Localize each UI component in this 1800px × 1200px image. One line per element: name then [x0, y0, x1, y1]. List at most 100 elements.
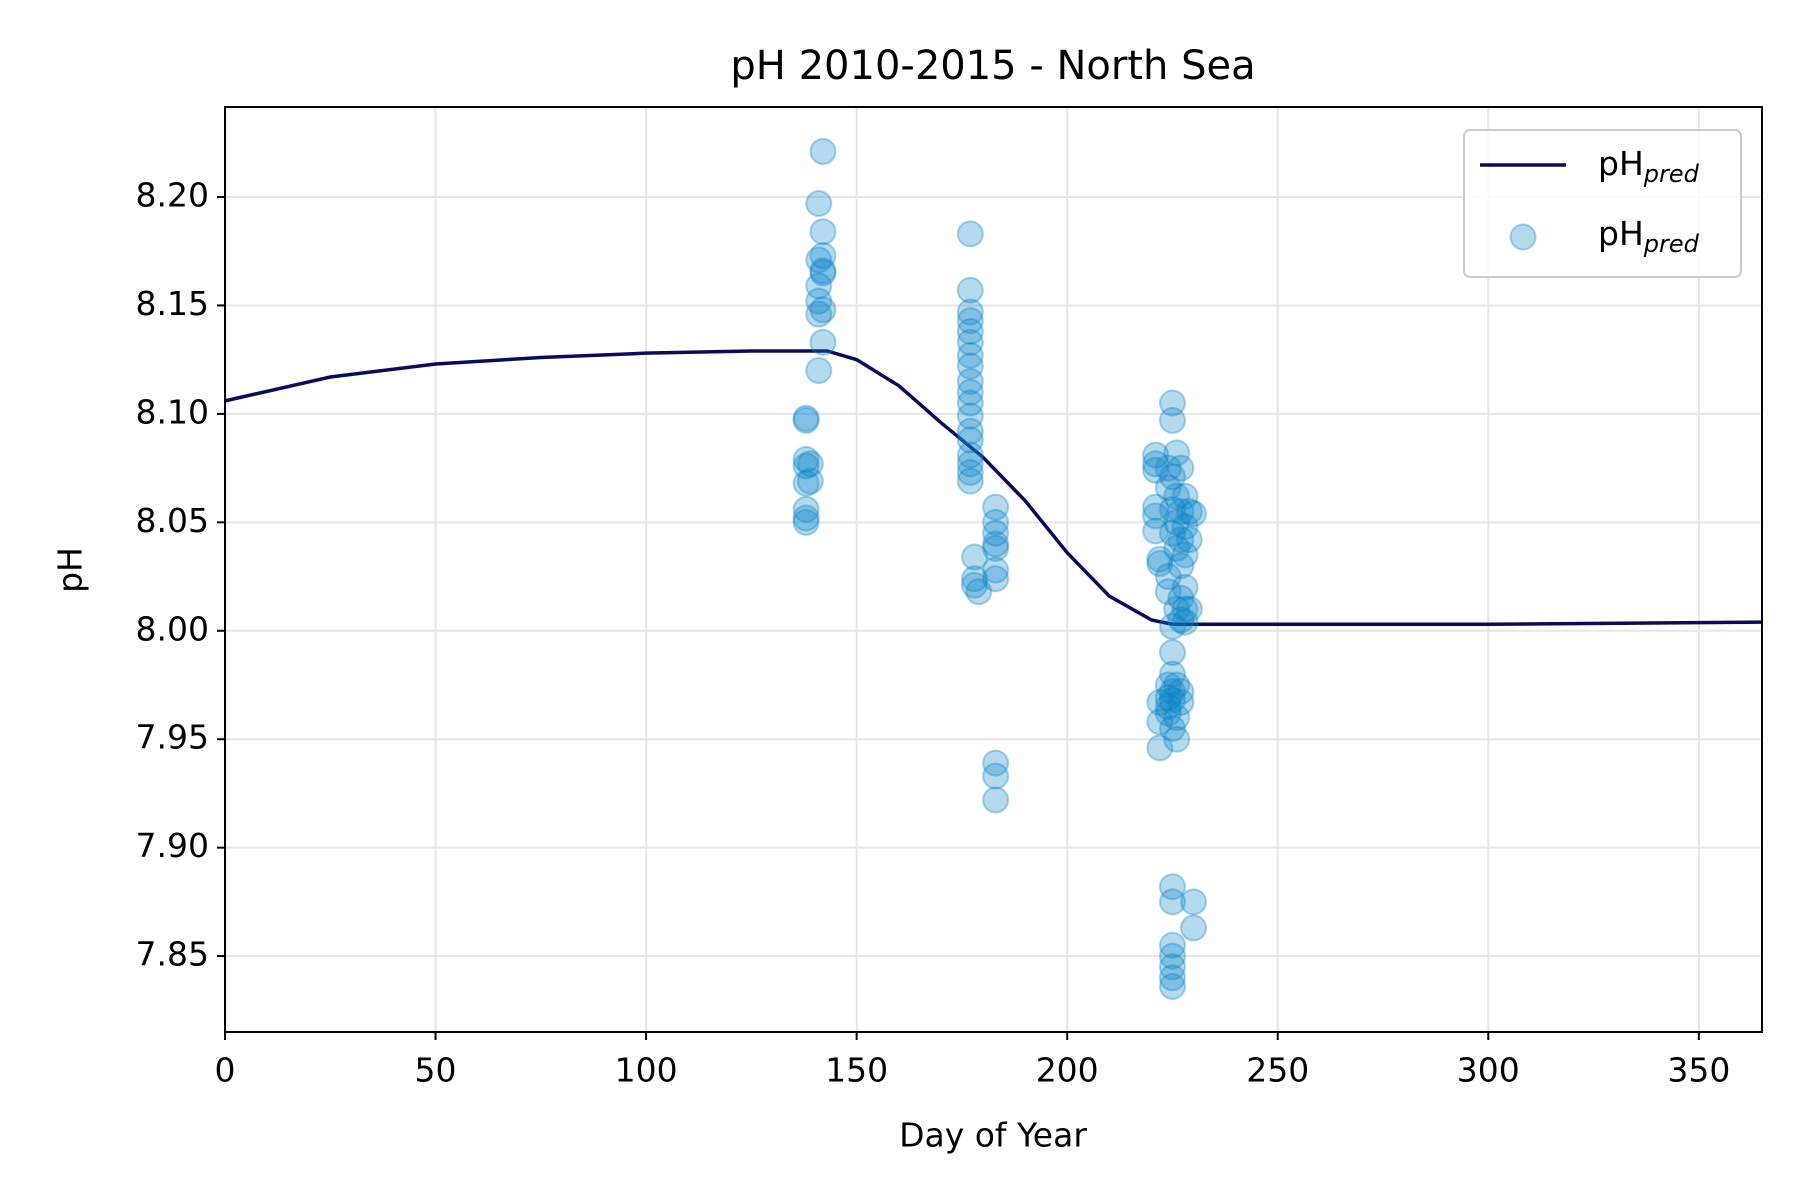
- data-point: [1171, 595, 1199, 623]
- data-point: [1163, 595, 1191, 623]
- legend-label-base: pH: [1598, 144, 1644, 183]
- data-point: [1154, 578, 1182, 606]
- data-point: [805, 287, 833, 315]
- data-point: [956, 378, 984, 406]
- data-point: [956, 307, 984, 335]
- data-point: [1167, 606, 1195, 634]
- x-tick-label: 50: [415, 1051, 457, 1090]
- data-point: [1146, 545, 1174, 573]
- data-point: [1158, 964, 1186, 992]
- data-point: [805, 357, 833, 385]
- data-point: [1167, 688, 1195, 716]
- data-point: [805, 272, 833, 300]
- data-point: [1167, 677, 1195, 705]
- data-point: [1180, 500, 1208, 528]
- data-point: [805, 246, 833, 274]
- x-tick-label: 300: [1457, 1051, 1520, 1090]
- data-point: [1163, 725, 1191, 753]
- legend-label: pHpred: [1598, 144, 1700, 189]
- y-tick-label: 8.15: [136, 284, 209, 323]
- legend-label-base: pH: [1598, 214, 1644, 253]
- data-point: [1158, 931, 1186, 959]
- data-point: [956, 276, 984, 304]
- data-point: [809, 242, 837, 270]
- data-point: [1171, 482, 1199, 510]
- data-point: [1154, 454, 1182, 482]
- data-point: [1158, 714, 1186, 742]
- y-axis-label: pH: [51, 547, 90, 593]
- data-point: [1158, 463, 1186, 491]
- data-point: [1142, 517, 1170, 545]
- data-point: [1154, 563, 1182, 591]
- data-point: [1158, 389, 1186, 417]
- x-axis-label: Day of Year: [899, 1116, 1087, 1155]
- data-point: [956, 317, 984, 345]
- data-point: [982, 786, 1010, 814]
- y-tick-label: 8.05: [136, 501, 209, 540]
- data-point: [805, 190, 833, 218]
- data-point: [1146, 550, 1174, 578]
- plot-area: [224, 137, 1763, 1000]
- data-point: [1154, 684, 1182, 712]
- data-point: [956, 426, 984, 454]
- data-point: [1167, 584, 1195, 612]
- data-point: [796, 467, 824, 495]
- data-point: [1175, 595, 1203, 623]
- data-point: [956, 402, 984, 430]
- data-point: [1158, 873, 1186, 901]
- data-point: [982, 534, 1010, 562]
- legend-label-sub: pred: [1643, 230, 1700, 258]
- data-point: [1167, 526, 1195, 554]
- data-point: [1146, 708, 1174, 736]
- data-point: [1158, 972, 1186, 1000]
- data-point: [1158, 495, 1186, 523]
- data-point: [1171, 573, 1199, 601]
- data-point: [1158, 686, 1186, 714]
- data-point: [1158, 406, 1186, 434]
- data-point: [961, 543, 989, 571]
- data-point: [792, 495, 820, 523]
- x-tick-label: 200: [1036, 1051, 1099, 1090]
- data-point: [956, 389, 984, 417]
- data-point: [792, 445, 820, 473]
- data-point: [809, 257, 837, 285]
- data-point: [982, 556, 1010, 584]
- data-point: [961, 565, 989, 593]
- data-point: [792, 406, 820, 434]
- data-point: [1167, 552, 1195, 580]
- data-point: [965, 578, 993, 606]
- data-point: [1158, 953, 1186, 981]
- data-point: [1158, 677, 1186, 705]
- data-point: [1167, 497, 1195, 525]
- data-point: [956, 341, 984, 369]
- data-point: [982, 508, 1010, 536]
- data-point: [1175, 526, 1203, 554]
- data-point: [956, 417, 984, 445]
- y-tick-label: 7.95: [136, 718, 209, 757]
- data-point: [1163, 508, 1191, 536]
- data-point: [982, 565, 1010, 593]
- data-line: [224, 349, 1763, 627]
- x-tick-label: 100: [615, 1051, 678, 1090]
- data-point: [1163, 439, 1191, 467]
- data-point: [792, 469, 820, 497]
- data-point: [1142, 456, 1170, 484]
- data-point: [1154, 693, 1182, 721]
- data-point: [956, 441, 984, 469]
- data-point: [1146, 688, 1174, 716]
- data-point: [1142, 441, 1170, 469]
- data-point: [1171, 541, 1199, 569]
- data-point: [809, 259, 837, 287]
- data-point: [809, 296, 837, 324]
- y-tick-label: 8.20: [136, 176, 209, 215]
- legend: pHpred pHpred: [1463, 129, 1742, 278]
- data-point: [982, 762, 1010, 790]
- legend-label-sub: pred: [1643, 160, 1700, 188]
- data-point: [796, 450, 824, 478]
- data-point: [1163, 671, 1191, 699]
- data-point: [792, 504, 820, 532]
- data-point: [1175, 497, 1203, 525]
- data-point: [1142, 502, 1170, 530]
- data-point: [956, 458, 984, 486]
